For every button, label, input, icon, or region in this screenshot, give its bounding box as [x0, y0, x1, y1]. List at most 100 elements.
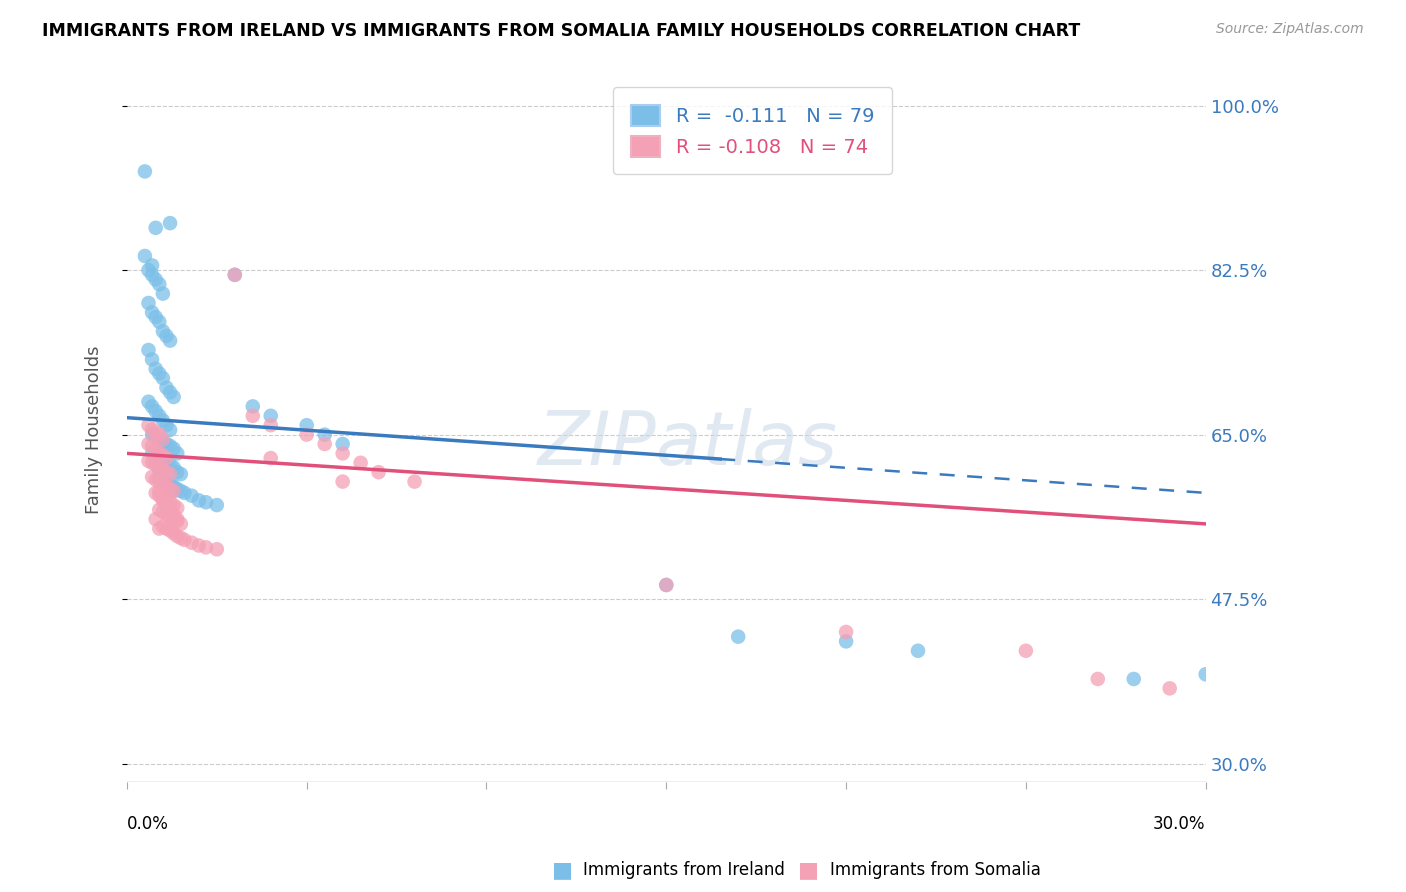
Point [141, 439, 163, 453]
Point [155, 475, 177, 489]
Text: Source: ZipAtlas.com: Source: ZipAtlas.com [1216, 22, 1364, 37]
Point [173, 533, 195, 547]
Point [166, 500, 188, 515]
Point [155, 508, 177, 522]
Point [1122, 672, 1144, 686]
Point [155, 522, 177, 536]
Point [155, 465, 177, 479]
Point [148, 427, 170, 442]
Point [145, 310, 167, 325]
Point [138, 437, 160, 451]
Point [148, 451, 170, 466]
Point [159, 479, 181, 493]
Point [148, 489, 170, 503]
Point [166, 529, 188, 543]
Point [145, 404, 167, 418]
Point [141, 446, 163, 460]
Point [148, 460, 170, 475]
Point [155, 451, 177, 466]
Point [159, 476, 181, 491]
Point [195, 541, 218, 555]
Point [155, 479, 177, 493]
Point [152, 413, 174, 427]
Point [163, 483, 186, 498]
Point [170, 531, 193, 545]
Point [260, 451, 283, 466]
Point [159, 495, 181, 509]
Text: ■: ■ [799, 860, 818, 880]
Point [141, 423, 163, 437]
Point [163, 512, 186, 526]
Point [148, 277, 170, 292]
Point [155, 381, 177, 395]
Point [148, 315, 170, 329]
Point [166, 514, 188, 528]
Point [159, 467, 181, 481]
Point [152, 473, 174, 487]
Point [152, 371, 174, 385]
Point [224, 268, 246, 282]
Point [332, 446, 354, 460]
Text: ■: ■ [553, 860, 572, 880]
Point [155, 498, 177, 512]
Text: Immigrants from Somalia: Immigrants from Somalia [830, 861, 1040, 879]
Point [145, 458, 167, 472]
Point [148, 475, 170, 489]
Point [155, 475, 177, 489]
Point [148, 483, 170, 498]
Point [138, 343, 160, 357]
Point [155, 456, 177, 470]
Point [138, 418, 160, 433]
Point [159, 423, 181, 437]
Point [145, 429, 167, 443]
Point [152, 491, 174, 506]
Point [159, 385, 181, 400]
Point [152, 448, 174, 462]
Point [1015, 644, 1038, 658]
Point [159, 458, 181, 472]
Point [173, 486, 195, 500]
Point [145, 512, 167, 526]
Point [350, 456, 373, 470]
Point [166, 482, 188, 496]
Point [159, 216, 181, 230]
Point [163, 483, 186, 498]
Point [166, 512, 188, 526]
Point [155, 418, 177, 433]
Point [163, 442, 186, 456]
Point [163, 508, 186, 522]
Point [145, 473, 167, 487]
Point [152, 435, 174, 450]
Point [205, 498, 228, 512]
Point [332, 437, 354, 451]
Point [314, 427, 336, 442]
Point [163, 460, 186, 475]
Point [187, 493, 209, 508]
Point [205, 542, 228, 557]
Point [180, 535, 202, 549]
Point [141, 268, 163, 282]
Point [152, 505, 174, 519]
Point [152, 476, 174, 491]
Point [367, 465, 389, 479]
Point [134, 249, 156, 263]
Point [159, 334, 181, 348]
Point [145, 361, 167, 376]
Point [332, 475, 354, 489]
Point [152, 432, 174, 446]
Point [141, 470, 163, 484]
Legend: R =  -0.111   N = 79, R = -0.108   N = 74: R = -0.111 N = 79, R = -0.108 N = 74 [613, 87, 891, 174]
Point [148, 432, 170, 446]
Point [152, 286, 174, 301]
Point [152, 463, 174, 477]
Point [159, 439, 181, 453]
Point [148, 470, 170, 484]
Point [152, 493, 174, 508]
Point [145, 220, 167, 235]
Point [148, 409, 170, 423]
Point [148, 367, 170, 381]
Point [141, 352, 163, 367]
Point [907, 644, 929, 658]
Point [138, 394, 160, 409]
Point [295, 418, 318, 433]
